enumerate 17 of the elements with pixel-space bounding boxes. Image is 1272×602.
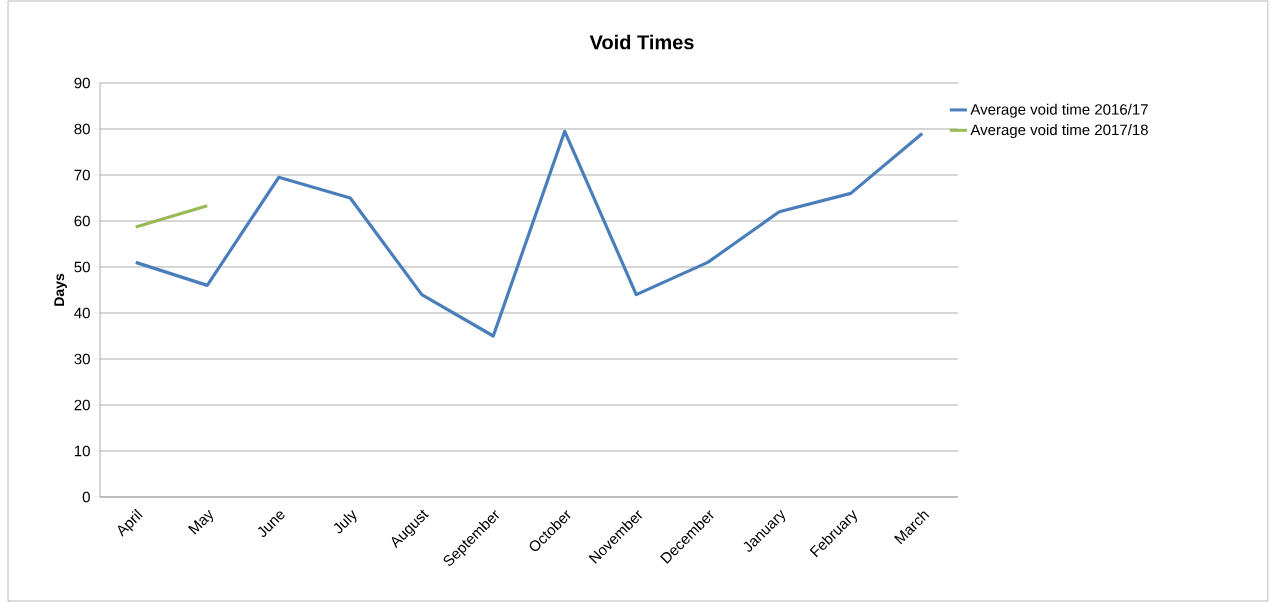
y-tick-label: 70 (74, 169, 90, 181)
x-tick-label: May (188, 509, 214, 535)
y-tick-label: 60 (74, 215, 90, 227)
y-tick-label: 90 (74, 77, 90, 89)
y-axis-title: Days (54, 273, 67, 306)
y-tick-label: 10 (74, 445, 90, 457)
chart-title: Void Times (589, 34, 694, 50)
y-tick-label: 50 (74, 261, 90, 273)
y-tick-label: 40 (74, 307, 90, 319)
x-tick-label: July (333, 510, 357, 534)
legend-label: Average void time 2017/18 (970, 124, 1148, 139)
legend-label: Average void time 2016/17 (970, 103, 1148, 118)
y-tick-label: 20 (74, 399, 90, 411)
y-tick-label: 30 (74, 353, 90, 365)
y-tick-label: 80 (74, 123, 90, 135)
line-series (134, 129, 924, 338)
y-tick-label: 0 (82, 491, 90, 503)
